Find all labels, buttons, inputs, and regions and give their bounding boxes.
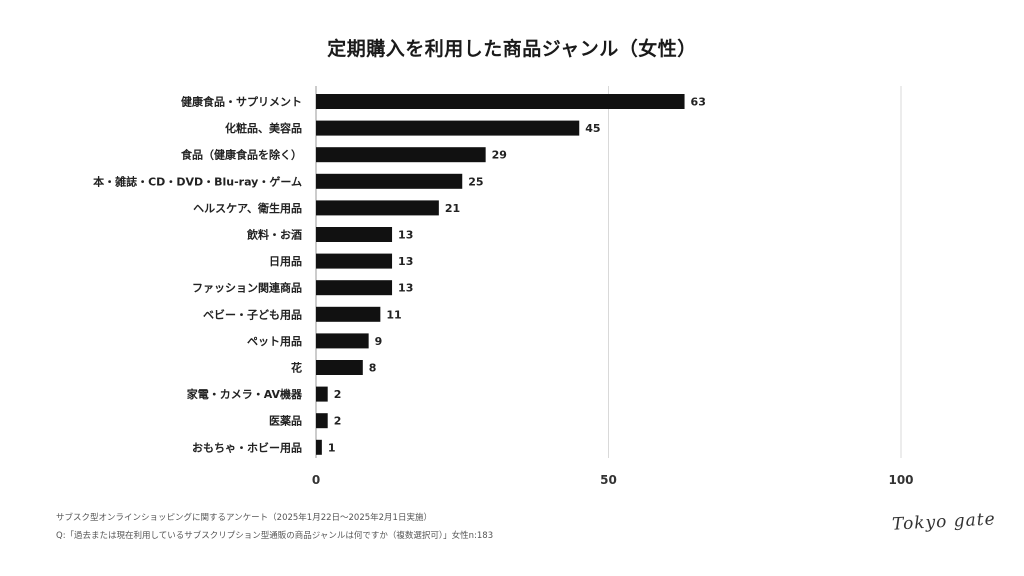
data-label: 13 <box>398 229 413 242</box>
chart-title: 定期購入を利用した商品ジャンル（女性） <box>327 38 697 60</box>
bar <box>316 280 393 296</box>
bar <box>316 94 685 109</box>
category-label: 日用品 <box>269 255 302 268</box>
category-label: 化粧品、美容品 <box>225 121 302 135</box>
x-tick-label: 0 <box>312 473 320 487</box>
bar <box>316 439 322 455</box>
bar <box>316 200 439 216</box>
bar <box>316 386 328 402</box>
data-label: 29 <box>492 149 507 162</box>
data-label: 8 <box>369 362 377 375</box>
x-tick-label: 50 <box>600 473 617 487</box>
category-label: ベビー・子ども用品 <box>203 307 302 321</box>
bar <box>316 360 363 375</box>
category-label: ヘルスケア、衛生用品 <box>193 201 302 215</box>
question-footnote: Q:「過去または現在利用しているサブスクリプション型通販の商品ジャンルは何ですか… <box>56 531 494 541</box>
category-label: 家電・カメラ・AV機器 <box>187 387 303 401</box>
bar <box>316 253 393 269</box>
bar <box>316 173 463 189</box>
category-label: ペット用品 <box>247 335 302 348</box>
data-label: 21 <box>445 202 460 215</box>
category-label: 飲料・お酒 <box>246 228 302 242</box>
data-label: 2 <box>334 415 342 428</box>
data-label: 13 <box>398 282 413 295</box>
data-label: 2 <box>334 388 342 401</box>
category-label: ファッション関連商品 <box>192 281 302 295</box>
bar <box>316 227 393 242</box>
bar <box>316 120 580 136</box>
data-label: 13 <box>398 255 413 268</box>
data-label: 9 <box>375 335 383 348</box>
data-label: 25 <box>468 175 483 188</box>
bar <box>316 147 486 163</box>
category-label: 本・雑誌・CD・DVD・Blu-ray・ゲーム <box>93 174 302 188</box>
category-label: 健康食品・サプリメント <box>181 95 302 109</box>
bar <box>316 413 328 429</box>
category-label: おもちゃ・ホビー用品 <box>192 440 302 454</box>
x-tick-label: 100 <box>888 473 913 487</box>
survey-footnote: サブスク型オンラインショッピングに関するアンケート（2025年1月22日〜202… <box>56 513 432 523</box>
data-label: 45 <box>585 122 600 135</box>
data-label: 1 <box>328 441 336 454</box>
bar <box>316 306 381 322</box>
bar <box>316 333 369 349</box>
category-label: 花 <box>291 361 302 375</box>
category-label: 食品（健康食品を除く） <box>181 148 302 162</box>
category-label: 医薬品 <box>269 414 302 428</box>
data-label: 11 <box>386 308 401 321</box>
data-label: 63 <box>691 96 706 109</box>
